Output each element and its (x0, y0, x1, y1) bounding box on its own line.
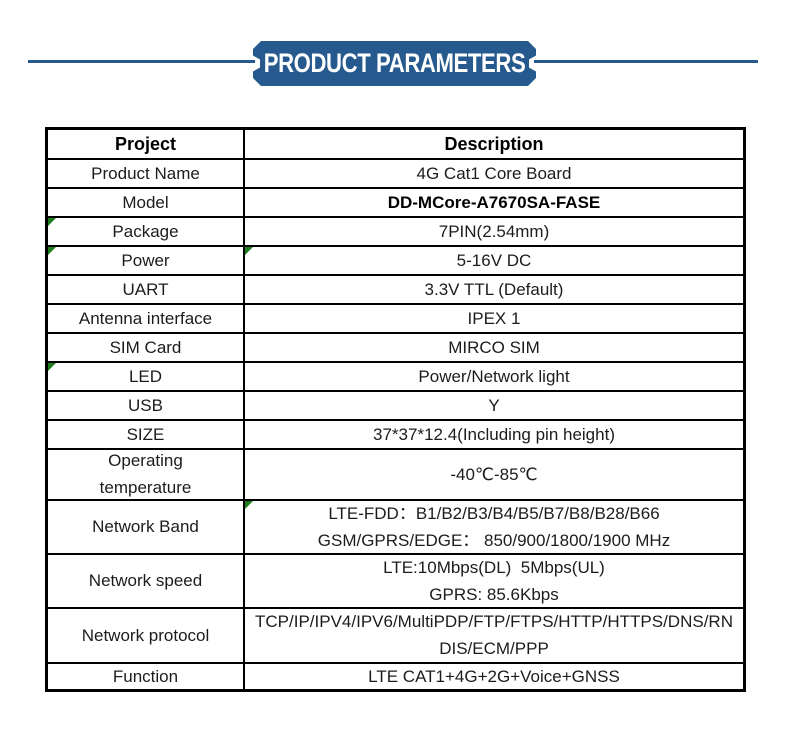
row-label-cell: LED (48, 363, 245, 390)
spec-table: Project Description Product Name 4G Cat1… (45, 127, 746, 692)
table-row-led: LED Power/Network light (48, 361, 743, 390)
row-label: SIM Card (48, 334, 245, 361)
row-value: 7PIN(2.54mm) (438, 221, 550, 241)
header-rule-left (28, 60, 255, 63)
section-title-banner: PRODUCT PARAMETERS (253, 41, 536, 86)
row-value: MIRCO SIM (448, 337, 540, 357)
table-row-function: Function LTE CAT1+4G+2G+Voice+GNSS (48, 662, 743, 689)
table-row-antenna-interface: Antenna interface IPEX 1 (48, 303, 743, 332)
row-value: Power/Network light (418, 366, 570, 386)
table-row-model: Model DD-MCore-A7670SA-FASE (48, 187, 743, 216)
table-row-network-band: Network Band LTE-FDD：B1/B2/B3/B4/B5/B7/B… (48, 499, 743, 553)
table-row-product-name: Product Name 4G Cat1 Core Board (48, 158, 743, 187)
row-label: Network protocol (48, 609, 245, 662)
table-row-operating-temperature: Operating temperature -40℃-85℃ (48, 448, 743, 499)
row-label: Package (112, 221, 179, 241)
row-label: USB (48, 392, 245, 419)
row-value-cell: LTE:10Mbps(DL) 5Mbps(UL) GPRS: 85.6Kbps (245, 555, 743, 607)
row-label: Operating temperature (99, 451, 192, 497)
row-label: Function (48, 664, 245, 689)
row-value-line2: GSM/GPRS/EDGE： 850/900/1800/1900 MHz (317, 531, 671, 550)
row-value-cell: TCP/IP/IPV4/IPV6/MultiPDP/FTP/FTPS/HTTP/… (245, 609, 743, 662)
row-label: SIZE (48, 421, 245, 448)
row-value: TCP/IP/IPV4/IPV6/MultiPDP/FTP/FTPS/HTTP/… (255, 612, 733, 658)
row-value-cell: LTE-FDD：B1/B2/B3/B4/B5/B7/B8/B28/B66 GSM… (245, 501, 743, 553)
row-value: 4G Cat1 Core Board (416, 163, 572, 183)
table-row-sim-card: SIM Card MIRCO SIM (48, 332, 743, 361)
row-label: Antenna interface (48, 305, 245, 332)
row-value-line1: LTE:10Mbps(DL) 5Mbps(UL) (383, 558, 605, 577)
table-row-network-protocol: Network protocol TCP/IP/IPV4/IPV6/MultiP… (48, 607, 743, 662)
row-value: DD-MCore-A7670SA-FASE (387, 192, 601, 212)
row-label: Power (121, 250, 170, 270)
row-label: LED (128, 366, 163, 386)
row-label-cell: Power (48, 247, 245, 274)
excel-flag-icon (48, 247, 56, 255)
table-row-usb: USB Y (48, 390, 743, 419)
header-rule-right (534, 60, 758, 63)
table-row-network-speed: Network speed LTE:10Mbps(DL) 5Mbps(UL) G… (48, 553, 743, 607)
row-value: -40℃-85℃ (450, 464, 538, 484)
row-label: Model (48, 189, 245, 216)
section-title: PRODUCT PARAMETERS (263, 48, 526, 78)
row-value-line2: GPRS: 85.6Kbps (429, 585, 559, 604)
table-row-uart: UART 3.3V TTL (Default) (48, 274, 743, 303)
row-label-cell: Operating temperature (48, 450, 245, 499)
row-label: Network speed (48, 555, 245, 607)
row-value: LTE CAT1+4G+2G+Voice+GNSS (368, 666, 620, 686)
row-value: 5-16V DC (456, 250, 532, 270)
excel-flag-icon (245, 501, 253, 509)
row-value-cell: 5-16V DC (245, 247, 743, 274)
row-value: IPEX 1 (467, 308, 521, 328)
column-header-project: Project (48, 130, 245, 158)
row-label: UART (48, 276, 245, 303)
row-label: Product Name (48, 160, 245, 187)
row-value: 3.3V TTL (Default) (424, 279, 564, 299)
table-row-package: Package 7PIN(2.54mm) (48, 216, 743, 245)
excel-flag-icon (48, 363, 56, 371)
row-value: 37*37*12.4(Including pin height) (373, 424, 615, 444)
table-row-size: SIZE 37*37*12.4(Including pin height) (48, 419, 743, 448)
row-value: Y (488, 395, 500, 415)
excel-flag-icon (48, 218, 56, 226)
table-row-power: Power 5-16V DC (48, 245, 743, 274)
excel-flag-icon (245, 247, 253, 255)
row-label: Network Band (48, 501, 245, 553)
row-value-line1: LTE-FDD：B1/B2/B3/B4/B5/B7/B8/B28/B66 (328, 504, 660, 523)
column-header-description: Description (444, 133, 544, 154)
table-header-row: Project Description (48, 130, 743, 158)
row-label-cell: Package (48, 218, 245, 245)
